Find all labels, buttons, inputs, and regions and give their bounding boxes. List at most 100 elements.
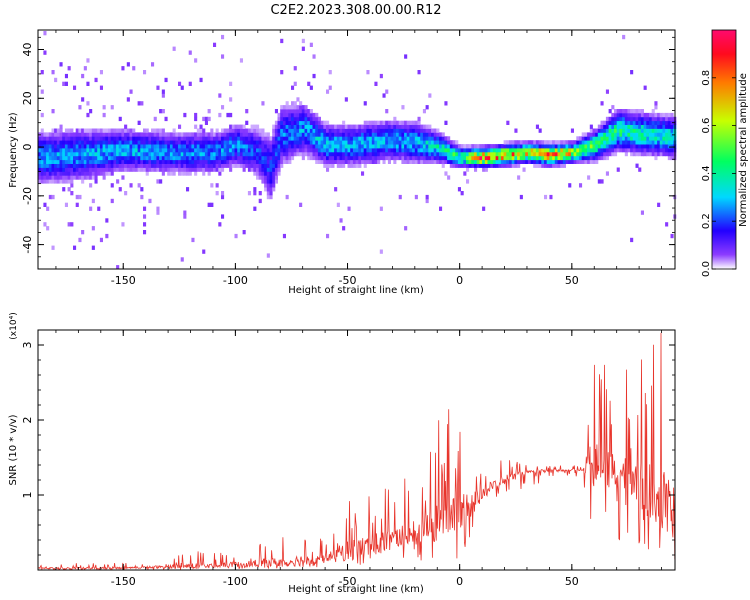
colorbar-tick-label: 0.6: [701, 118, 712, 134]
spectrogram-cell: [145, 155, 149, 161]
spectrogram-cell: [280, 128, 284, 133]
spectrogram-cell: [315, 120, 319, 125]
spectrogram-cell: [581, 140, 585, 145]
spectrogram-cell: [124, 155, 128, 161]
spectrogram-cell: [643, 116, 647, 122]
spectrogram-cell: [347, 136, 351, 141]
spectrogram-cell: [519, 144, 523, 149]
spectrogram-cell: [247, 155, 251, 161]
spectrogram-cell: [274, 124, 278, 129]
spectrogram-cell: [627, 136, 631, 141]
spectrogram-cell: [659, 148, 663, 153]
spectrogram-cell: [431, 144, 435, 149]
spectrogram-cell: [81, 97, 85, 102]
spectrogram-cell: [597, 132, 601, 137]
spectrogram-cell: [592, 140, 596, 145]
spectrogram-cell: [94, 144, 98, 149]
spectrogram-cell: [256, 155, 260, 161]
spectrogram-cell: [374, 144, 378, 149]
spectrogram-cell: [172, 163, 176, 168]
spectrogram-cell: [552, 151, 556, 157]
spectrogram-cell: [121, 175, 125, 180]
spectrogram-cell: [194, 163, 198, 168]
spectrogram-cell: [151, 132, 155, 137]
spectrogram-cell: [81, 144, 85, 149]
spectrogram-cell: [62, 187, 66, 192]
spectrogram-cell: [105, 128, 109, 133]
spectrogram-cell: [213, 42, 217, 47]
spectrogram-cell: [172, 171, 176, 176]
spectrogram-cell: [369, 155, 373, 161]
spectrogram-cell: [649, 128, 653, 133]
spectrogram-cell: [570, 144, 574, 149]
spectrogram-cell: [56, 140, 60, 145]
spectrogram-cell: [627, 132, 631, 137]
spectrogram-cell: [280, 112, 284, 118]
spectrogram-cell: [592, 128, 596, 133]
spectrogram-cell: [584, 148, 588, 153]
spectrogram-cell: [194, 151, 198, 157]
spectrogram-cell: [301, 105, 305, 110]
spectrogram-cell: [632, 124, 636, 129]
spectrogram-cell: [94, 159, 98, 164]
spectrogram-cell: [568, 183, 572, 188]
spectrogram-cell: [183, 140, 187, 145]
spectrogram-cell: [67, 167, 71, 172]
spectrogram-cell: [67, 159, 71, 164]
spectrogram-cell: [414, 124, 418, 129]
spectrogram-cell: [552, 140, 556, 145]
spectrogram-cell: [253, 136, 257, 141]
spectrogram-cell: [196, 140, 200, 145]
spectrogram-cell: [444, 148, 448, 153]
spectrogram-cell: [482, 144, 486, 149]
spectrogram-cell: [605, 116, 609, 122]
spectrogram-cell: [635, 140, 639, 145]
spectrogram-cell: [323, 159, 327, 164]
spectrogram-cell: [277, 128, 281, 133]
spectrogram-cell: [169, 148, 173, 153]
spectrogram-cell: [304, 124, 308, 129]
spectrogram-cell: [156, 128, 160, 133]
spectrogram-cell: [51, 175, 55, 180]
spectrogram-cell: [670, 140, 674, 145]
spectrogram-cell: [638, 144, 642, 149]
spectrogram-cell: [229, 144, 233, 149]
spectrogram-cell: [194, 167, 198, 172]
spectrogram-cell: [291, 124, 295, 129]
spectrogram-y-tick-label: 0: [21, 144, 34, 151]
spectrogram-cell: [83, 132, 87, 137]
spectrogram-cell: [221, 163, 225, 168]
spectrogram-cell: [589, 124, 593, 129]
spectrogram-cell: [651, 136, 655, 141]
spectrogram-cell: [97, 132, 101, 137]
spectrogram-cell: [89, 163, 93, 168]
spectrogram-cell: [436, 132, 440, 137]
spectrogram-cell: [105, 159, 109, 164]
spectrogram-cell: [630, 109, 634, 114]
spectrogram-cell: [38, 159, 42, 164]
spectrogram-cell: [422, 136, 426, 141]
spectrogram-cell: [178, 81, 182, 86]
spectrogram-cell: [210, 167, 214, 172]
spectrogram-cell: [579, 148, 583, 153]
spectrogram-cell: [350, 136, 354, 141]
spectrogram-cell: [347, 163, 351, 168]
spectrogram-cell: [622, 109, 626, 114]
spectrogram-cell: [272, 140, 276, 145]
spectrogram-cell: [371, 128, 375, 133]
spectrogram-cell: [600, 101, 604, 106]
spectrogram-cell: [242, 124, 246, 129]
spectrogram-cell: [38, 140, 42, 145]
spectrogram-cell: [221, 128, 225, 133]
spectrogram-cell: [603, 124, 607, 129]
spectrogram-cell: [253, 124, 257, 129]
spectrogram-cell: [296, 109, 300, 114]
spectrogram-cell: [89, 144, 93, 149]
spectrogram-cell: [603, 120, 607, 125]
spectrogram-cell: [167, 132, 171, 137]
spectrogram-cell: [277, 155, 281, 161]
spectrogram-cell: [113, 140, 117, 145]
spectrogram-cell: [589, 132, 593, 137]
spectrogram-cell: [67, 128, 71, 133]
spectrogram-cell: [54, 136, 58, 141]
